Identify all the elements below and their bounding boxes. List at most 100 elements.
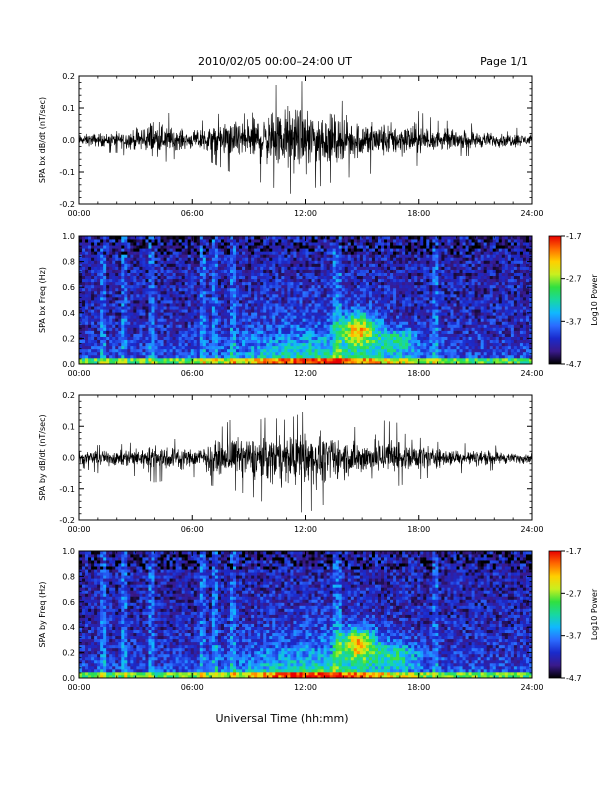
heatmap-cell [124,275,128,280]
heatmap-cell [341,290,346,295]
heatmap-cell [275,339,279,344]
heatmap-cell [208,284,213,289]
heatmap-cell [317,281,321,286]
heatmap-cell [411,272,415,277]
heatmap-cell [214,275,219,280]
heatmap-cell [335,330,340,334]
heatmap-cell [266,245,270,249]
heatmap-cell [305,321,309,325]
heatmap-cell [163,263,167,267]
heatmap-cell [284,300,288,304]
heatmap-cell [130,269,134,273]
heatmap-cell [420,324,424,328]
heatmap-cell [408,293,412,298]
heatmap-cell [142,254,146,258]
heatmap-cell [350,272,355,277]
heatmap-cell [290,351,294,356]
heatmap-cell [384,327,388,331]
heatmap-cell [284,339,288,344]
heatmap-cell [417,287,421,292]
heatmap-cell [145,345,149,350]
heatmap-cell [248,293,252,298]
heatmap-cell [169,257,174,261]
heatmap-cell [154,236,158,240]
heatmap-cell [296,321,300,325]
heatmap-cell [423,269,427,273]
heatmap-cell [257,309,261,313]
heatmap-cell [181,284,186,289]
heatmap-cell [287,275,291,280]
heatmap-cell [387,342,391,347]
heatmap-cell [341,333,346,337]
heatmap-cell [148,342,152,347]
heatmap-cell [275,351,279,356]
heatmap-cell [184,354,189,359]
heatmap-cell [248,254,252,258]
heatmap-cell [239,315,243,319]
heatmap-cell [133,290,137,295]
heatmap-cell [402,315,406,319]
heatmap-cell [202,312,207,316]
heatmap-cell [217,263,222,267]
heatmap-cell [236,287,240,292]
heatmap-cell [308,315,312,319]
heatmap-cell [151,248,155,252]
heatmap-cell [136,348,140,353]
heatmap-cell [160,333,164,337]
heatmap-cell [205,281,210,286]
heatmap-cell [202,348,207,353]
heatmap-cell [365,306,370,310]
heatmap-cell [118,245,122,249]
heatmap-cell [296,327,300,331]
heatmap-cell [281,272,285,277]
heatmap-cell [157,324,161,328]
heatmap-cell [371,336,376,341]
heatmap-cell [139,336,143,341]
heatmap-cell [103,354,107,359]
heatmap-cell [97,354,101,359]
heatmap-cell [414,239,418,243]
heatmap-cell [205,236,210,240]
heatmap-cell [175,254,180,258]
heatmap-cell [414,339,418,344]
heatmap-cell [329,351,334,356]
heatmap-cell [130,321,134,325]
heatmap-cell [145,242,149,246]
heatmap-cell [384,263,388,267]
heatmap-cell [242,281,246,286]
heatmap-cell [290,315,294,319]
heatmap-cell [190,306,195,310]
heatmap-cell [365,266,370,270]
heatmap-cell [103,336,107,341]
heatmap-cell [402,257,406,261]
heatmap-cell [344,354,349,359]
heatmap-cell [266,318,270,322]
heatmap-cell [124,354,128,359]
heatmap-cell [381,263,385,267]
heatmap-cell [426,269,430,273]
heatmap-cell [254,327,258,331]
heatmap-cell [359,254,364,258]
heatmap-cell [317,327,321,331]
heatmap-cell [211,263,216,267]
heatmap-cell [359,239,364,243]
heatmap-cell [314,333,318,337]
heatmap-cell [242,324,246,328]
heatmap-cell [314,354,318,359]
heatmap-cell [284,318,288,322]
heatmap-cell [399,324,403,328]
heatmap-cell [109,333,113,337]
heatmap-cell [139,275,143,280]
heatmap-cell [121,281,125,286]
heatmap-cell [251,306,255,310]
heatmap-cell [257,290,261,295]
heatmap-cell [160,284,164,289]
heatmap-cell [381,300,385,304]
heatmap-cell [199,324,204,328]
heatmap-cell [133,278,137,283]
heatmap-cell [341,281,346,286]
heatmap-cell [299,293,303,298]
heatmap-cell [368,248,373,252]
heatmap-cell [429,357,433,362]
heatmap-cell [296,275,300,280]
